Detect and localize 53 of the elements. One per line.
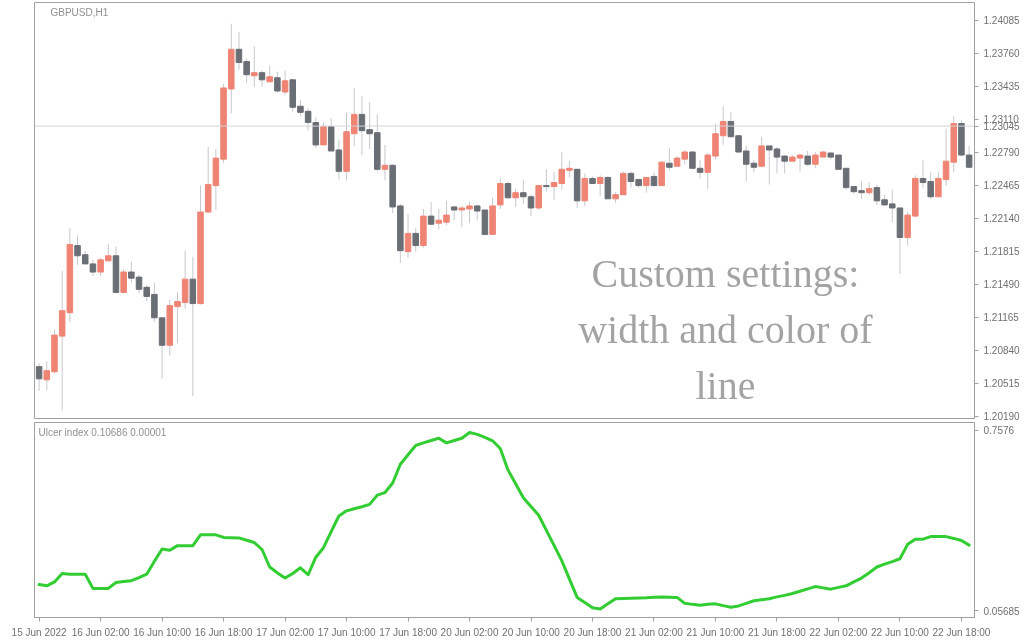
x-tick-label: 17 Jun 10:00 [317,626,376,638]
candlestick [512,188,519,208]
y-tick-label: 1.21490 [983,279,1021,291]
candlestick [758,136,765,168]
x-tick-label: 22 Jun 18:00 [932,626,991,638]
candlestick [281,70,289,96]
chart-title: Ulcer index 0.10686 0.00001 [38,426,167,438]
x-tick-label: 15 Jun 2022 [11,626,68,638]
candlestick [35,363,43,392]
x-tick-label: 17 Jun 18:00 [379,626,438,638]
x-tick-label: 20 Jun 02:00 [440,626,499,638]
candlestick [581,172,589,207]
candlestick [258,70,266,88]
x-tick-label: 16 Jun 18:00 [194,626,253,638]
candlestick [251,45,258,88]
x-tick-label: 21 Jun 10:00 [686,626,745,638]
y-tick-label: 1.20190 [983,411,1021,423]
x-tick-label: 16 Jun 10:00 [133,626,192,638]
candlestick [535,184,542,211]
y-tick-label: 1.20515 [983,378,1021,390]
annotation: Custom settings: width and color of line [578,250,874,409]
y-tick-label: 0.05685 [983,605,1021,617]
chart-title: GBPUSD,H1 [50,6,109,18]
x-tick-label: 21 Jun 02:00 [625,626,684,638]
y-tick-label: 0.7576 [983,425,1015,437]
candlestick [120,268,127,294]
y-tick-label: 1.20840 [983,345,1021,357]
y-tick-label: 1.22465 [983,180,1021,192]
ref-line-label: 1.23045 [983,121,1021,133]
candlestick [274,71,281,94]
x-tick-label: 22 Jun 02:00 [809,626,868,638]
candlestick [604,175,612,200]
x-tick-label: 22 Jun 10:00 [871,626,930,638]
y-tick-label: 1.23760 [983,48,1021,60]
y-tick-label: 1.21815 [983,246,1021,258]
x-tick-label: 21 Jun 18:00 [748,626,807,638]
x-tick-label: 20 Jun 18:00 [563,626,622,638]
candlestick [543,168,550,193]
x-tick-label: 16 Jun 02:00 [71,626,130,638]
candlestick [412,227,419,253]
candlestick [381,144,389,181]
y-tick-label: 1.23435 [983,81,1021,93]
candlestick [666,147,673,171]
candlestick [320,122,327,146]
y-tick-label: 1.21165 [983,312,1020,324]
candlestick [658,160,665,187]
candlestick [596,174,604,197]
y-tick-label: 1.22790 [983,147,1021,159]
x-tick-label: 20 Jun 10:00 [502,626,561,638]
x-tick-label: 17 Jun 02:00 [256,626,315,638]
candlestick [404,213,412,259]
y-tick-label: 1.24085 [983,15,1021,27]
y-tick-label: 1.22140 [983,213,1021,225]
